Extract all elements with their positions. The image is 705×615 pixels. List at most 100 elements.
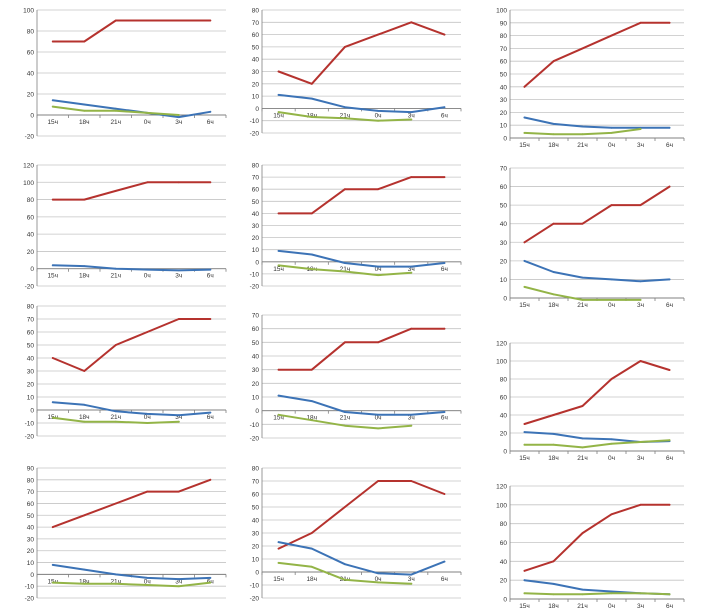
data-point-green bbox=[177, 114, 180, 116]
y-tick-label: 40 bbox=[252, 57, 260, 64]
data-point-green bbox=[146, 584, 149, 586]
data-point-green bbox=[523, 592, 526, 595]
x-tick-label: 0ч bbox=[608, 142, 615, 149]
y-tick-label: 100 bbox=[23, 8, 34, 15]
y-tick-label: 30 bbox=[252, 531, 260, 538]
data-point-red bbox=[377, 341, 379, 344]
y-tick-label: 30 bbox=[500, 240, 508, 247]
x-tick-label: 15ч bbox=[519, 603, 530, 610]
data-point-green bbox=[377, 427, 379, 430]
data-point-red bbox=[209, 19, 212, 22]
data-point-red bbox=[83, 370, 86, 372]
y-tick-label: -10 bbox=[250, 118, 260, 125]
data-point-red bbox=[177, 19, 180, 22]
series-line-blue bbox=[523, 431, 671, 443]
data-point-red bbox=[552, 560, 555, 563]
y-tick-label: 20 bbox=[252, 544, 260, 551]
data-point-green bbox=[639, 592, 642, 595]
data-point-red bbox=[668, 503, 671, 506]
y-tick-label: 0 bbox=[503, 136, 507, 143]
series-line-blue bbox=[523, 579, 671, 596]
data-point-blue bbox=[668, 126, 671, 129]
x-tick-label: 15ч bbox=[47, 119, 58, 126]
x-tick-label: 6ч bbox=[441, 112, 448, 119]
y-tick-label: 30 bbox=[252, 223, 260, 230]
x-tick-label: 0ч bbox=[375, 576, 382, 583]
y-tick-label: 50 bbox=[252, 340, 260, 347]
data-point-red bbox=[51, 357, 54, 359]
y-tick-label: 0 bbox=[503, 296, 507, 303]
y-tick-label: 40 bbox=[252, 211, 260, 218]
data-point-green bbox=[523, 443, 526, 446]
y-tick-label: 10 bbox=[27, 560, 35, 567]
data-point-green bbox=[83, 420, 86, 423]
y-tick-label: 50 bbox=[500, 203, 508, 210]
data-point-green bbox=[581, 446, 584, 449]
data-point-red bbox=[310, 368, 313, 371]
x-tick-label: 18ч bbox=[306, 415, 317, 422]
y-tick-label: 0 bbox=[503, 597, 507, 604]
x-tick-label: 0ч bbox=[375, 112, 382, 119]
x-tick-label: 15ч bbox=[273, 112, 284, 119]
series-line-blue bbox=[51, 99, 212, 119]
data-point-green bbox=[581, 593, 584, 596]
y-tick-label: -20 bbox=[250, 596, 260, 603]
y-tick-label: 40 bbox=[27, 71, 35, 78]
y-tick-label: 80 bbox=[27, 29, 35, 36]
x-tick-label: 21ч bbox=[577, 603, 588, 610]
line-chart-3: 0 10 20 30 40 50 60 70 80 90 100 15ч 18ч 21ч 0ч 3ч 6ч bbox=[496, 8, 685, 149]
y-tick-label: 20 bbox=[500, 578, 508, 585]
data-point-blue bbox=[581, 588, 584, 591]
x-tick-label: 0ч bbox=[608, 603, 615, 610]
y-tick-label: -20 bbox=[250, 436, 260, 443]
x-tick-label: 21ч bbox=[110, 578, 121, 585]
data-point-red bbox=[146, 331, 149, 333]
data-point-blue bbox=[83, 103, 86, 106]
x-tick-label: 18ч bbox=[79, 578, 90, 585]
x-tick-label: 21ч bbox=[577, 455, 588, 462]
x-tick-label: 18ч bbox=[79, 119, 90, 126]
data-point-green bbox=[209, 581, 212, 584]
series-line-blue bbox=[277, 249, 446, 268]
y-tick-label: 70 bbox=[252, 175, 260, 182]
y-tick-label: 80 bbox=[500, 33, 508, 40]
y-tick-label: 60 bbox=[27, 50, 35, 57]
series-line-blue bbox=[277, 93, 446, 114]
data-point-blue bbox=[610, 590, 613, 593]
y-tick-label: 40 bbox=[27, 525, 35, 532]
x-tick-label: 21ч bbox=[577, 302, 588, 309]
x-tick-label: 3ч bbox=[408, 415, 415, 422]
y-tick-label: 120 bbox=[496, 341, 507, 348]
data-point-red bbox=[83, 514, 86, 517]
data-point-red bbox=[639, 21, 642, 24]
x-tick-label: 21ч bbox=[340, 415, 351, 422]
data-point-blue bbox=[310, 547, 313, 550]
y-tick-label: 50 bbox=[500, 72, 508, 79]
data-point-blue bbox=[443, 262, 446, 264]
data-point-red bbox=[277, 547, 280, 550]
data-point-blue bbox=[310, 97, 313, 100]
series-line-blue bbox=[51, 563, 212, 581]
data-point-red bbox=[377, 480, 379, 482]
y-tick-label: 10 bbox=[500, 123, 508, 130]
y-tick-label: 10 bbox=[252, 395, 260, 402]
data-point-green bbox=[277, 562, 280, 564]
y-tick-label: 100 bbox=[496, 8, 507, 15]
y-tick-label: 80 bbox=[252, 8, 260, 15]
y-tick-label: -10 bbox=[25, 421, 35, 428]
data-point-blue bbox=[443, 411, 446, 413]
line-chart-12: 0 20 40 60 80 100 120 15ч 18ч 21ч 0ч 3ч 6ч bbox=[496, 484, 685, 610]
data-point-blue bbox=[114, 410, 117, 413]
data-point-green bbox=[377, 581, 379, 584]
x-tick-label: 3ч bbox=[637, 603, 644, 610]
data-point-red bbox=[83, 40, 86, 43]
data-point-red bbox=[177, 318, 180, 320]
data-point-green bbox=[344, 578, 346, 581]
data-point-blue bbox=[209, 411, 212, 414]
data-point-green bbox=[310, 419, 313, 422]
data-point-red bbox=[523, 569, 526, 572]
x-tick-label: 3ч bbox=[175, 119, 182, 126]
y-tick-label: 60 bbox=[500, 184, 508, 191]
